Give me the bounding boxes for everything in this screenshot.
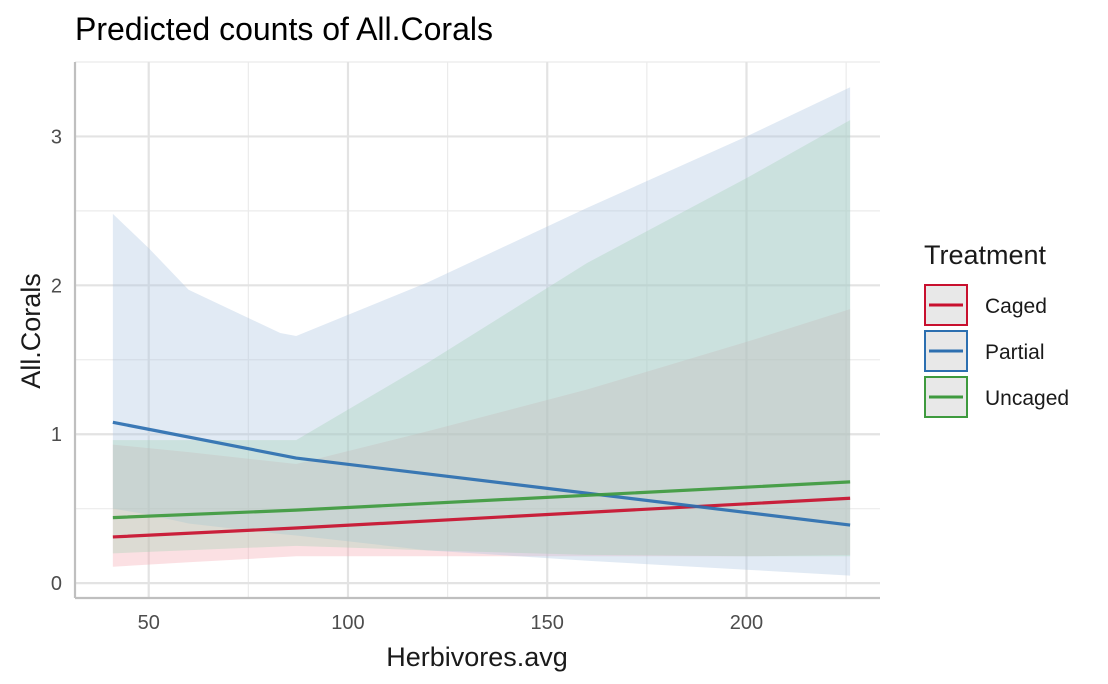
y-tick-label: 1: [51, 424, 62, 446]
legend-title: Treatment: [924, 240, 1047, 270]
x-tick-label: 100: [331, 612, 364, 634]
confidence-bands: [112, 87, 851, 576]
series-line-uncaged: [112, 480, 851, 520]
tick-labels: 50 100 150 200 0 1 2 3: [51, 126, 763, 634]
series-lines: [112, 420, 851, 539]
ci-band-uncaged: [112, 120, 851, 557]
chart-title: Predicted counts of All.Corals: [75, 11, 493, 47]
legend-label: Caged: [985, 295, 1047, 318]
series-line-caged: [112, 496, 851, 539]
y-tick-label: 0: [51, 573, 62, 595]
x-tick-label: 200: [730, 612, 763, 634]
legend-item-partial: Partial: [924, 330, 1045, 372]
legend-label: Partial: [985, 341, 1045, 364]
x-tick-label: 50: [138, 612, 160, 634]
x-axis-title: Herbivores.avg: [386, 642, 568, 672]
y-axis-title: All.Corals: [16, 273, 46, 389]
legend-item-uncaged: Uncaged: [924, 376, 1069, 418]
y-tick-label: 2: [51, 275, 62, 297]
y-tick-label: 3: [51, 126, 62, 148]
ci-band-partial: [112, 87, 851, 576]
axes: [73, 62, 880, 600]
grid: [75, 61, 880, 598]
series-line-partial: [112, 420, 851, 527]
legend-item-caged: Caged: [924, 284, 1047, 326]
legend-label: Uncaged: [985, 387, 1069, 410]
legend: Treatment Caged Partial Uncaged: [924, 240, 1069, 418]
x-tick-label: 150: [531, 612, 564, 634]
